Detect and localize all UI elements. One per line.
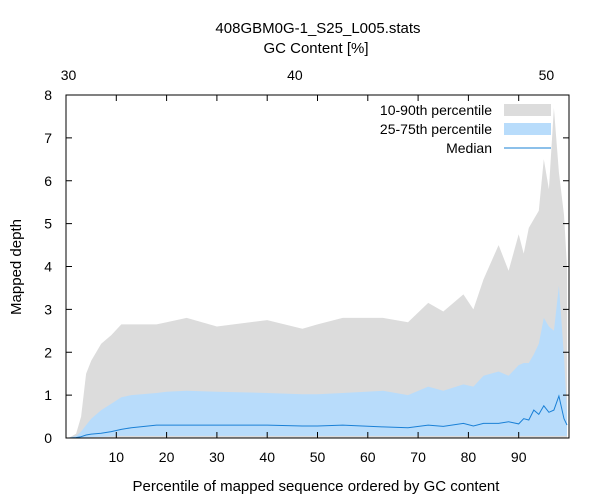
bands: [68, 107, 567, 439]
top-axis-label: GC Content [%]: [263, 40, 368, 57]
legend-label: 25-75th percentile: [380, 121, 492, 137]
x-tick-label: 10: [109, 449, 125, 465]
y-tick-label: 8: [44, 87, 52, 103]
chart-title: 408GBM0G-1_S25_L005.stats: [215, 20, 420, 37]
median-line: [68, 394, 568, 439]
y-tick-label: 1: [44, 387, 52, 403]
band-25-75: [68, 285, 567, 438]
top-tick-label: 50: [539, 67, 555, 83]
legend-label: Median: [446, 140, 492, 156]
y-tick-label: 3: [44, 301, 52, 317]
x-tick-label: 50: [310, 449, 326, 465]
legend-swatch: [504, 104, 551, 116]
y-tick-label: 6: [44, 173, 52, 189]
median: [68, 394, 568, 439]
x-tick-label: 70: [410, 449, 426, 465]
y-tick-label: 2: [44, 344, 52, 360]
legend-swatch: [504, 123, 551, 135]
legend-label: 10-90th percentile: [380, 102, 492, 118]
top-tick-label: 40: [287, 67, 303, 83]
y-axis: 0 1 2 3 4 5 6 7 8: [44, 87, 569, 446]
legend: 10-90th percentile 25-75th percentile Medi…: [380, 102, 551, 156]
x-tick-label: 30: [209, 449, 225, 465]
x-tick-label: 20: [159, 449, 175, 465]
y-axis-label: Mapped depth: [8, 219, 25, 315]
y-tick-label: 4: [44, 259, 52, 275]
y-tick-label: 7: [44, 130, 52, 146]
x-tick-label: 60: [360, 449, 376, 465]
x-tick-label: 90: [511, 449, 527, 465]
x-axis: 10 20 30 40 50 60 70 80 90: [109, 95, 527, 465]
x-tick-label: 80: [461, 449, 477, 465]
top-tick-label: 30: [61, 67, 77, 83]
x-axis-label: Percentile of mapped sequence ordered by…: [133, 478, 501, 495]
y-tick-label: 5: [44, 216, 52, 232]
y-tick-label: 0: [44, 430, 52, 446]
top-axis: 30 40 50: [61, 67, 555, 83]
x-tick-label: 40: [259, 449, 275, 465]
band-10-90: [68, 107, 567, 439]
